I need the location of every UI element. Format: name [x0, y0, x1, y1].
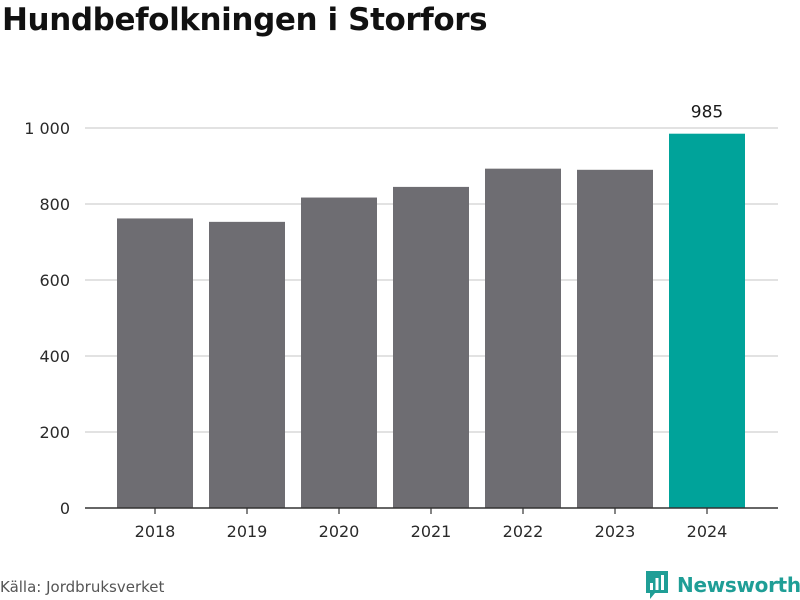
bars [117, 133, 745, 509]
bar-2019 [209, 221, 285, 509]
x-axis-tick-labels: 2018 2019 2020 2021 2022 2023 2024 [135, 508, 728, 541]
data-labels: 985 [691, 103, 723, 123]
y-tick-label: 1 000 [24, 119, 70, 138]
bar-2021 [393, 186, 469, 508]
x-tick-label: 2020 [319, 522, 360, 541]
brand-name: Newsworthy [677, 573, 800, 597]
y-tick-label: 0 [60, 499, 70, 518]
x-tick-label: 2023 [595, 522, 636, 541]
bar-2018 [117, 218, 193, 508]
data-label: 985 [691, 103, 723, 123]
x-tick-label: 2019 [227, 522, 268, 541]
y-tick-label: 600 [39, 271, 70, 290]
x-tick-label: 2021 [411, 522, 452, 541]
y-tick-label: 400 [39, 347, 70, 366]
x-tick-label: 2022 [503, 522, 544, 541]
source-note: Källa: Jordbruksverket [0, 578, 165, 596]
y-axis-tick-labels: 0 200 400 600 800 1 000 [24, 119, 70, 518]
x-tick-label: 2024 [687, 522, 728, 541]
y-tick-label: 800 [39, 195, 70, 214]
y-tick-label: 200 [39, 423, 70, 442]
newsworthy-logo-icon [646, 571, 668, 599]
bar-2020 [301, 197, 377, 509]
bar-2024 [669, 133, 745, 508]
x-tick-label: 2018 [135, 522, 176, 541]
bar-2023 [577, 169, 653, 509]
newsworthy-logo[interactable]: Newsworthy [645, 570, 800, 600]
chart-title: Hundbefolkningen i Storfors [2, 2, 488, 38]
bar-2022 [485, 168, 561, 508]
